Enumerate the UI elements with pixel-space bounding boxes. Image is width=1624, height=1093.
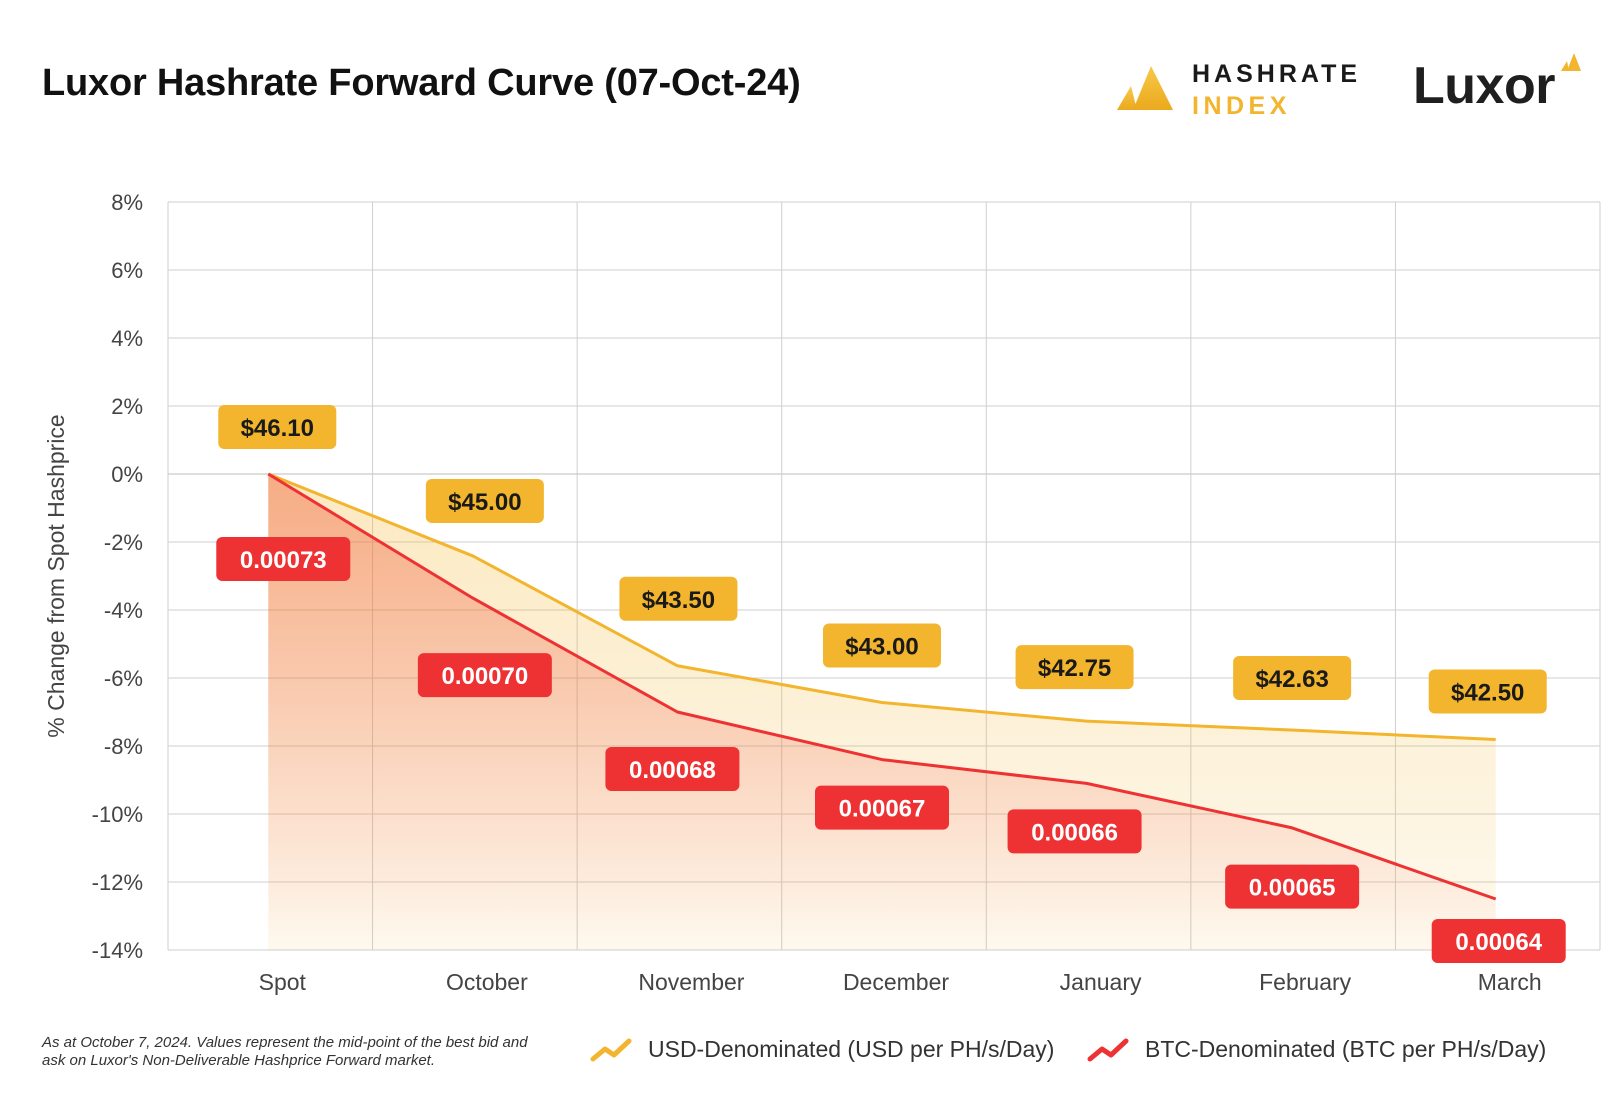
btc-data-label: 0.00064 bbox=[1455, 929, 1542, 956]
luxor-logo: Luxor bbox=[1413, 57, 1555, 115]
btc-data-label-box bbox=[216, 537, 351, 581]
x-tick-label: January bbox=[1060, 969, 1142, 995]
usd-data-label: $42.50 bbox=[1451, 680, 1524, 707]
btc-data-label: 0.00073 bbox=[240, 547, 327, 574]
y-tick-label: -6% bbox=[104, 666, 143, 691]
usd-area bbox=[268, 474, 1496, 950]
btc-data-label-box bbox=[1007, 809, 1142, 854]
usd-data-label: $42.75 bbox=[1038, 655, 1111, 682]
hashrate-index-logo: HASHRATE INDEX bbox=[1115, 56, 1357, 126]
x-tick-label: February bbox=[1259, 969, 1352, 995]
y-tick-label: -14% bbox=[92, 938, 143, 963]
legend-usd-label: USD-Denominated (USD per PH/s/Day) bbox=[648, 1036, 1055, 1062]
usd-data-label-box bbox=[823, 623, 941, 668]
x-tick-label: December bbox=[843, 969, 949, 995]
legend-usd: USD-Denominated (USD per PH/s/Day) bbox=[590, 1036, 1054, 1063]
luxor-mark-icon bbox=[1561, 53, 1581, 71]
btc-data-label: 0.00067 bbox=[839, 796, 926, 823]
btc-data-label-box bbox=[605, 747, 740, 791]
usd-data-label-box bbox=[425, 478, 544, 523]
x-tick-label: October bbox=[446, 969, 528, 995]
usd-data-label: $45.00 bbox=[448, 489, 521, 516]
footnote: As at October 7, 2024. Values represent … bbox=[42, 1034, 528, 1069]
usd-data-label: $43.50 bbox=[642, 587, 715, 614]
btc-data-label-box bbox=[417, 653, 552, 698]
hashrate-index-mark-icon bbox=[1117, 66, 1173, 110]
y-tick-label: 0% bbox=[111, 462, 143, 487]
y-tick-label: -12% bbox=[92, 870, 143, 895]
usd-data-label-box bbox=[218, 405, 337, 449]
y-tick-label: 8% bbox=[111, 190, 143, 215]
usd-data-label: $46.10 bbox=[241, 415, 314, 442]
y-axis-title: % Change from Spot Hashprice bbox=[43, 414, 69, 737]
y-tick-label: 4% bbox=[111, 326, 143, 351]
usd-data-label: $42.63 bbox=[1255, 666, 1328, 693]
y-tick-label: 2% bbox=[111, 394, 143, 419]
index-logo-text: INDEX bbox=[1192, 92, 1291, 120]
x-tick-label: Spot bbox=[259, 969, 307, 995]
usd-data-label-box bbox=[619, 576, 738, 621]
btc-data-label: 0.00066 bbox=[1031, 819, 1118, 846]
usd-data-label-box bbox=[1428, 669, 1547, 714]
usd-trend-icon bbox=[590, 1038, 632, 1061]
chart-title: Luxor Hashrate Forward Curve (07-Oct-24) bbox=[42, 62, 801, 104]
btc-data-label: 0.00068 bbox=[629, 757, 716, 784]
y-tick-label: -10% bbox=[92, 802, 143, 827]
btc-series-line bbox=[267, 472, 1497, 901]
y-tick-label: -8% bbox=[104, 734, 143, 759]
usd-data-label-box bbox=[1015, 645, 1134, 690]
usd-series-line bbox=[267, 472, 1496, 742]
y-tick-label: -2% bbox=[104, 530, 143, 555]
btc-data-label: 0.00070 bbox=[441, 663, 528, 690]
x-tick-label: November bbox=[638, 969, 744, 995]
btc-data-label: 0.00065 bbox=[1249, 875, 1336, 902]
btc-data-label-box bbox=[1431, 919, 1566, 963]
legend-btc: BTC-Denominated (BTC per PH/s/Day) bbox=[1087, 1036, 1546, 1063]
legend-btc-label: BTC-Denominated (BTC per PH/s/Day) bbox=[1145, 1036, 1547, 1062]
btc-data-label-box bbox=[815, 785, 949, 830]
y-tick-label: -4% bbox=[104, 598, 143, 623]
btc-trend-icon bbox=[1087, 1038, 1129, 1061]
btc-data-label-box bbox=[1225, 864, 1360, 909]
hashrate-logo-text: HASHRATE bbox=[1192, 60, 1362, 88]
y-tick-label: 6% bbox=[111, 258, 143, 283]
x-tick-label: March bbox=[1478, 969, 1542, 995]
usd-data-label-box bbox=[1233, 656, 1352, 701]
usd-data-label: $43.00 bbox=[845, 633, 918, 660]
